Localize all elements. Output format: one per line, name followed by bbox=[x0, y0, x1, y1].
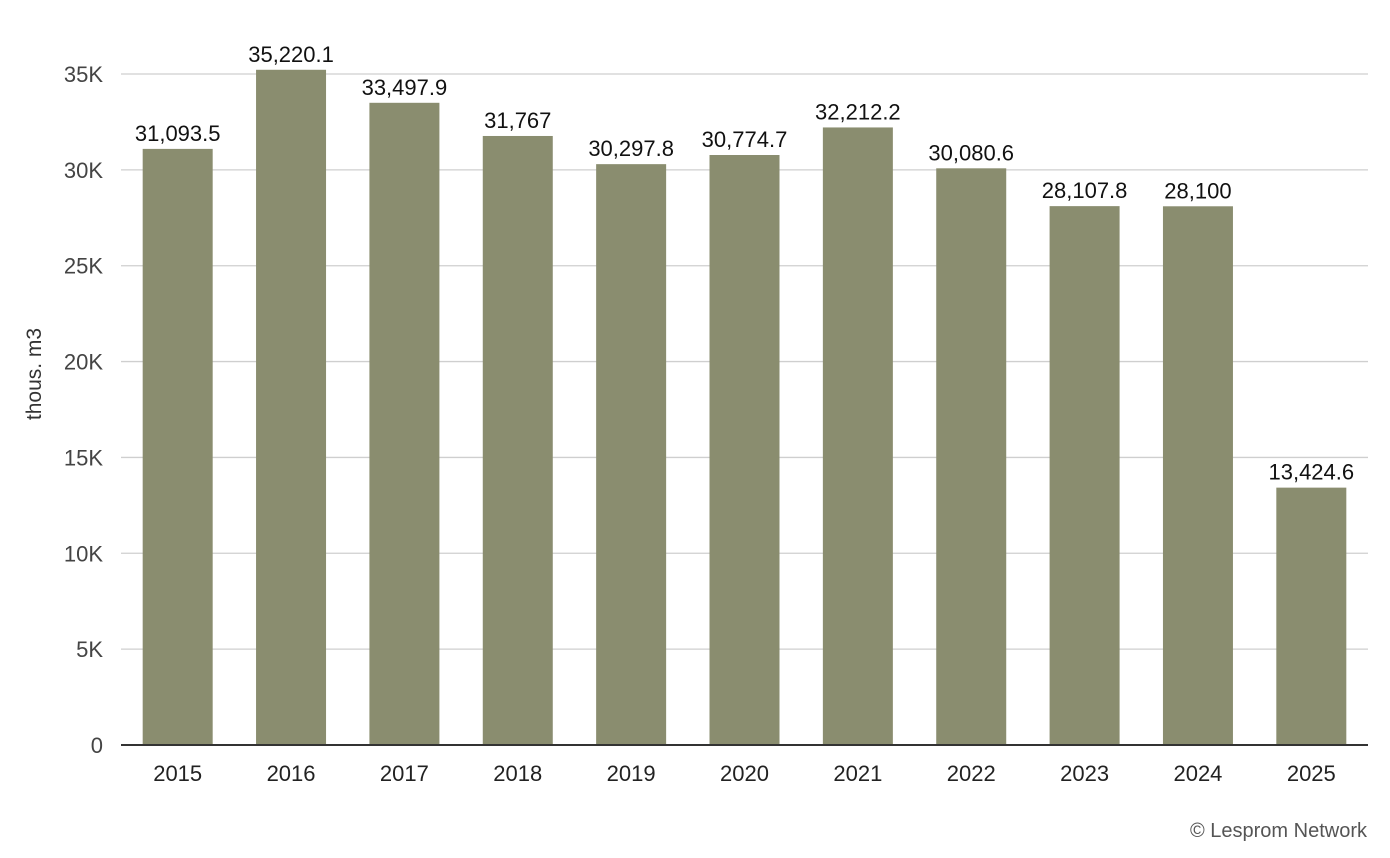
bar bbox=[709, 155, 780, 746]
bars bbox=[142, 69, 1347, 746]
x-tick-label: 2016 bbox=[267, 761, 316, 786]
x-tick-label: 2017 bbox=[380, 761, 429, 786]
bar-value-label: 30,297.8 bbox=[588, 136, 674, 161]
x-axis-ticks: 2015 2016 2017 2018 2019 2020 2021 2022 2023 2024… bbox=[153, 761, 1336, 786]
x-tick-label: 2019 bbox=[607, 761, 656, 786]
bar bbox=[142, 148, 213, 745]
x-tick-label: 2023 bbox=[1060, 761, 1109, 786]
x-tick-label: 2025 bbox=[1287, 761, 1336, 786]
y-tick-label: 0 bbox=[91, 733, 103, 758]
bar bbox=[256, 69, 327, 745]
bar-value-label: 31,093.5 bbox=[135, 121, 221, 146]
bar bbox=[822, 127, 893, 745]
bar-value-label: 35,220.1 bbox=[248, 42, 334, 67]
x-tick-label: 2015 bbox=[153, 761, 202, 786]
y-axis-title: thous. m3 bbox=[23, 328, 46, 420]
bar bbox=[596, 164, 667, 745]
bar bbox=[482, 135, 553, 746]
y-tick-label: 25K bbox=[64, 254, 103, 279]
y-axis-ticks: 0 5K 10K 15K 20K 25K 30K 35K bbox=[64, 62, 103, 758]
y-tick-label: 5K bbox=[76, 637, 103, 662]
bar bbox=[369, 102, 440, 745]
bar-value-label: 13,424.6 bbox=[1268, 460, 1354, 485]
bar-value-label: 32,212.2 bbox=[815, 99, 901, 124]
credit-text: © Lesprom Network bbox=[1190, 820, 1368, 842]
bar-value-label: 30,080.6 bbox=[928, 140, 1014, 165]
x-tick-label: 2018 bbox=[493, 761, 542, 786]
y-tick-label: 20K bbox=[64, 350, 103, 375]
y-tick-label: 35K bbox=[64, 62, 103, 87]
bar-value-label: 31,767 bbox=[484, 108, 551, 133]
data-labels: 31,093.5 35,220.1 33,497.9 31,767 30,297.8 30… bbox=[135, 42, 1354, 485]
bar bbox=[936, 168, 1007, 746]
y-tick-label: 15K bbox=[64, 445, 103, 470]
bar bbox=[1162, 206, 1233, 746]
x-tick-label: 2024 bbox=[1173, 761, 1222, 786]
x-tick-label: 2020 bbox=[720, 761, 769, 786]
x-tick-label: 2021 bbox=[833, 761, 882, 786]
bar-value-label: 28,100 bbox=[1164, 178, 1231, 203]
bar-value-label: 30,774.7 bbox=[702, 127, 788, 152]
y-tick-label: 10K bbox=[64, 541, 103, 566]
x-tick-label: 2022 bbox=[947, 761, 996, 786]
y-tick-label: 30K bbox=[64, 158, 103, 183]
bar bbox=[1276, 487, 1347, 745]
bar-value-label: 33,497.9 bbox=[362, 75, 448, 100]
bar bbox=[1049, 206, 1120, 746]
bar-value-label: 28,107.8 bbox=[1042, 178, 1128, 203]
